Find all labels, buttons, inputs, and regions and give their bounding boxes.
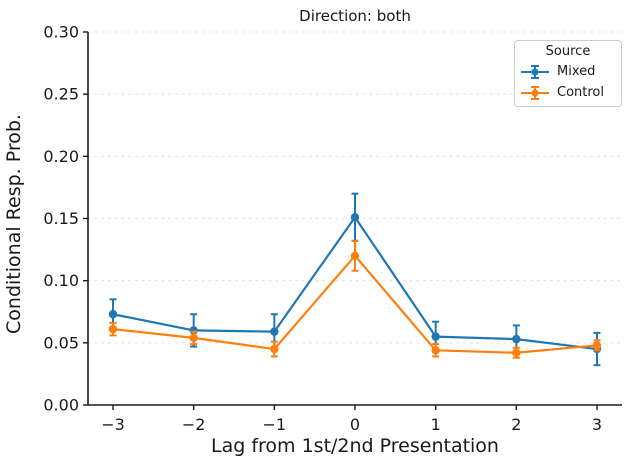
data-point-control (270, 344, 279, 354)
data-point-control (108, 324, 118, 334)
data-point-mixed (108, 310, 118, 319)
x-tick-label: 0 (350, 415, 360, 434)
errorbar-glyph-mixed-icon (521, 64, 549, 79)
x-tick-label: 2 (511, 415, 521, 434)
y-axis-label: Conditional Resp. Prob. (3, 114, 25, 334)
y-tick-label: 0.20 (43, 147, 79, 166)
y-tick-label: 0.00 (43, 395, 79, 414)
data-point-mixed (350, 213, 360, 222)
legend-title: Source (545, 44, 591, 59)
data-point-control (189, 333, 198, 343)
y-tick-label: 0.25 (43, 85, 79, 104)
data-point-control (431, 346, 440, 355)
data-point-control (592, 341, 602, 350)
legend: Source Mixed Control (514, 40, 622, 107)
legend-entry-mixed: Mixed (515, 61, 621, 82)
y-tick-label: 0.05 (43, 333, 79, 352)
y-tick-label: 0.10 (43, 271, 79, 290)
x-axis-label: Lag from 1st/2nd Presentation (211, 435, 499, 457)
x-tick-label: 3 (592, 415, 602, 434)
data-point-mixed (431, 332, 440, 341)
errorbar-glyph-control-icon (521, 85, 549, 100)
x-tick-label: −1 (263, 415, 287, 434)
x-tick-label: −3 (101, 415, 125, 434)
data-point-mixed (270, 327, 279, 336)
y-tick-label: 0.30 (43, 22, 79, 41)
y-tick-label: 0.15 (43, 209, 79, 228)
chart-title: Direction: both (299, 7, 411, 25)
data-point-control (512, 348, 521, 357)
x-tick-label: −2 (182, 415, 206, 434)
legend-entry-control: Control (515, 82, 621, 103)
legend-label-control: Control (557, 85, 604, 100)
data-point-control (350, 251, 360, 260)
x-tick-label: 1 (431, 415, 441, 434)
data-point-mixed (512, 334, 521, 344)
legend-label-mixed: Mixed (557, 64, 596, 79)
